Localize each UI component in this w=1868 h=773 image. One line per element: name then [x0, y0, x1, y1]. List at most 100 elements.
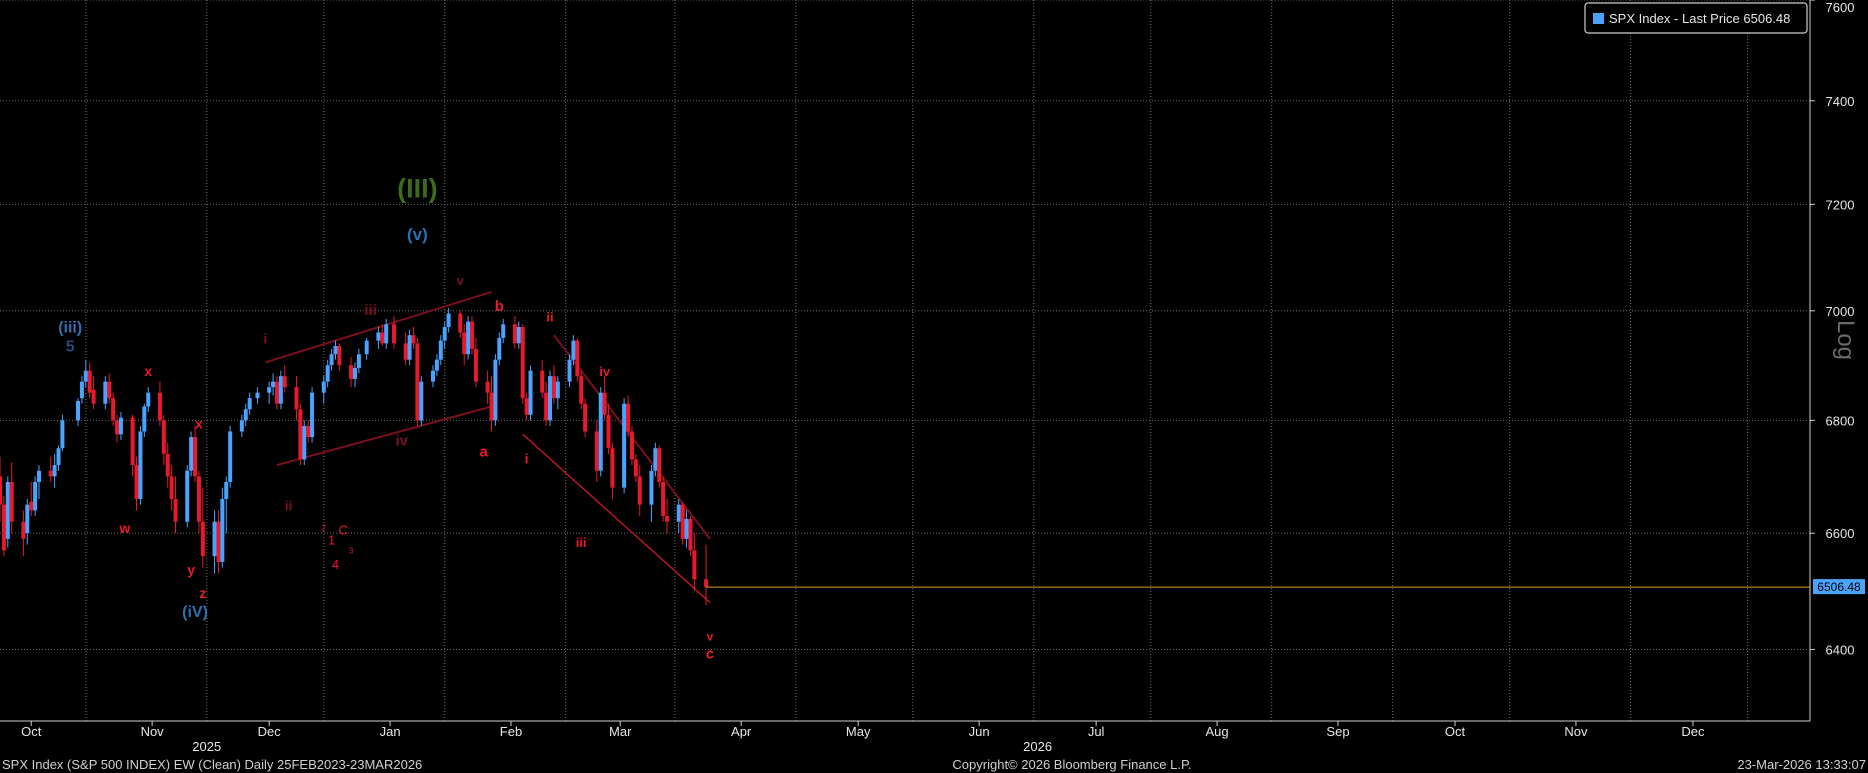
candle-body — [333, 346, 338, 355]
y-tick-label: 6400 — [1826, 642, 1855, 657]
wave-label: iv — [396, 432, 409, 449]
candle-body — [680, 504, 685, 539]
wave-label: v — [457, 273, 465, 288]
candle-body — [380, 332, 385, 344]
candle-body — [200, 521, 205, 557]
candle-body — [637, 476, 642, 505]
x-tick-label: Jan — [380, 724, 401, 739]
candle-body — [657, 448, 662, 482]
candle-body — [352, 367, 357, 379]
candle-body — [411, 335, 416, 344]
candle-body — [243, 409, 248, 421]
x-tick-label: Dec — [258, 724, 282, 739]
candle-body — [56, 448, 61, 466]
wave-label: ii — [285, 497, 293, 513]
candle-body — [649, 470, 654, 505]
candle-body — [415, 343, 420, 421]
candle-body — [5, 481, 10, 539]
wave-label: iii — [576, 535, 587, 550]
candle-body — [364, 340, 369, 355]
candle-body — [165, 453, 170, 477]
candle-body — [419, 381, 424, 421]
timestamp: 23-Mar-2026 13:33:07 — [1737, 757, 1866, 772]
candle-body — [661, 481, 666, 517]
candle-body — [142, 406, 147, 432]
candle-body — [60, 420, 65, 449]
candle-body — [407, 335, 412, 360]
wave-label: (iii) — [58, 319, 82, 336]
candle-body — [551, 376, 556, 399]
candle-body — [626, 403, 631, 432]
candle-body — [138, 431, 143, 499]
candle-body — [473, 348, 478, 382]
candle-body — [540, 370, 545, 393]
y-tick-label: 7600 — [1826, 0, 1855, 15]
candle-body — [446, 313, 451, 328]
candle-body — [306, 425, 311, 438]
candle-body — [384, 324, 389, 344]
candle-body — [294, 387, 299, 410]
chart-title: SPX Index (S&P 500 INDEX) EW (Clean) Dai… — [2, 757, 422, 772]
x-year-label: 2026 — [1023, 739, 1052, 754]
wave-label: 4 — [332, 557, 339, 572]
wave-label: 1 — [328, 533, 335, 548]
candle-body — [157, 392, 162, 421]
candle-body — [430, 370, 435, 382]
legend-swatch — [1593, 13, 1604, 24]
wave-label: i — [525, 450, 529, 466]
wave-label: (iV) — [182, 604, 208, 621]
x-tick-label: Feb — [500, 724, 522, 739]
candle-body — [489, 392, 494, 421]
candle-body — [704, 579, 709, 588]
wave-label: c — [706, 645, 714, 662]
last-price-tag: 6506.48 — [1813, 579, 1865, 595]
candle-body — [633, 459, 638, 477]
candle-body — [87, 370, 92, 393]
candle-body — [692, 550, 697, 580]
candle-body — [520, 327, 525, 399]
grid — [0, 0, 1810, 721]
candle-body — [118, 417, 123, 435]
candle-body — [594, 431, 599, 471]
candle-body — [302, 425, 307, 460]
candle-body — [91, 389, 96, 404]
candle-body — [29, 501, 34, 511]
candle-body — [33, 481, 38, 511]
candle-body — [493, 359, 498, 421]
candle-body — [602, 392, 607, 415]
candle-body — [255, 392, 260, 399]
candle-body — [37, 470, 42, 482]
wave-annotations: (III)(v)viiiiiiiv(iii)5xxwyz(iV)baiiiivi… — [58, 174, 714, 663]
wave-label: 2 — [322, 523, 327, 532]
candle-body — [212, 521, 217, 557]
wave-label: v — [707, 630, 714, 644]
candle-body — [501, 324, 506, 338]
wave-label: ii — [546, 310, 553, 325]
candles — [0, 308, 709, 606]
wave-label: (v) — [407, 225, 428, 244]
candle-body — [497, 337, 502, 360]
candle-body — [271, 381, 276, 388]
candle-body — [282, 376, 287, 388]
candle-body — [528, 370, 533, 415]
y-tick-label: 7200 — [1826, 197, 1855, 212]
wave-label: w — [118, 520, 130, 536]
candle-body — [653, 448, 658, 471]
candle-body — [391, 324, 396, 344]
candle-body — [9, 481, 14, 522]
candle-body — [325, 365, 330, 382]
wave-label: (III) — [397, 174, 438, 204]
candle-body — [524, 398, 529, 415]
x-tick-label: Dec — [1681, 724, 1705, 739]
candle-body — [220, 498, 225, 562]
wave-label: i — [263, 330, 267, 346]
wave-label: x — [144, 363, 152, 379]
legend[interactable]: SPX Index - Last Price 6506.48 — [1584, 2, 1808, 34]
candle-body — [544, 392, 549, 421]
candle-body — [173, 498, 178, 522]
candle-body — [512, 324, 517, 344]
wave-label: 5 — [66, 339, 75, 356]
x-tick-label: Nov — [141, 724, 165, 739]
candle-body — [598, 392, 603, 471]
